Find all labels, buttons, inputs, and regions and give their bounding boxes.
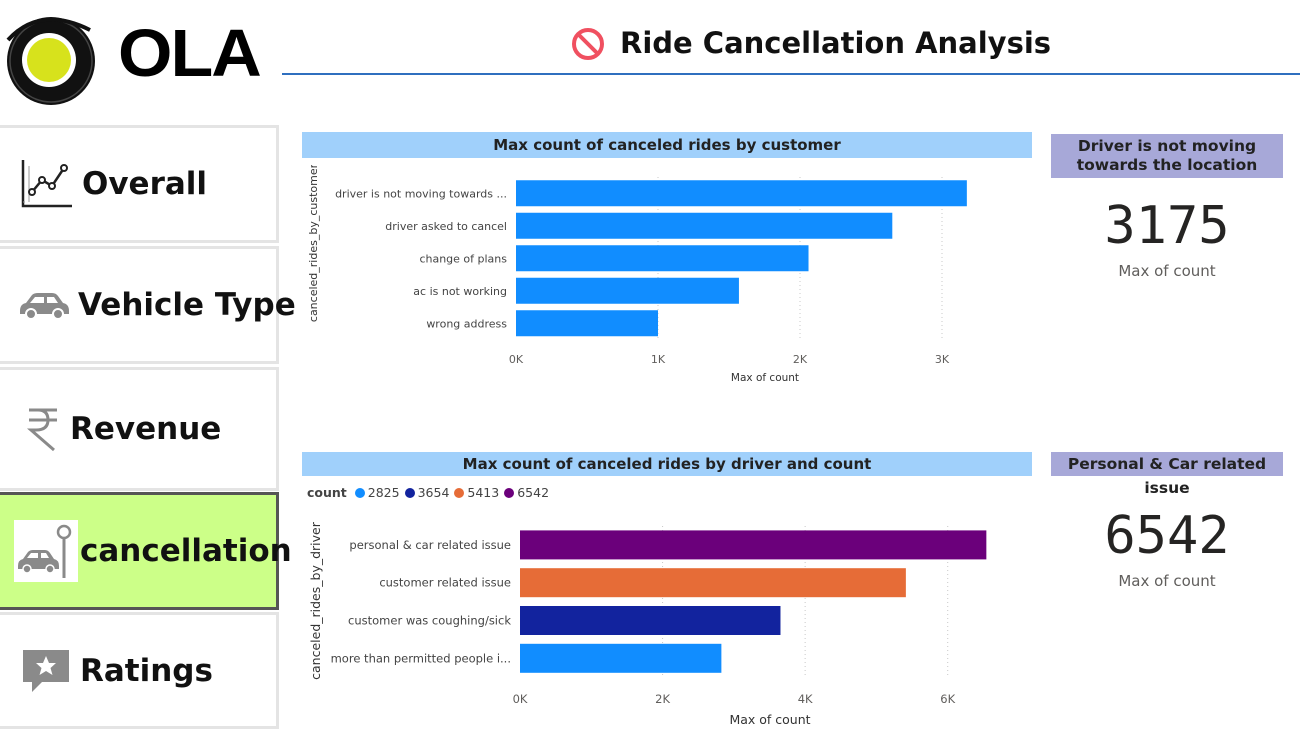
x-axis-label: Max of count xyxy=(729,712,810,727)
star-comment-icon xyxy=(22,648,70,694)
driver-cancellation-chart: canceled_rides_by_driver personal & car … xyxy=(308,521,987,727)
category-label: wrong address xyxy=(426,317,507,330)
bar[interactable] xyxy=(520,530,987,560)
bar[interactable] xyxy=(520,643,722,673)
card-heading-customer: Driver is not moving towards the locatio… xyxy=(1051,134,1283,178)
y-axis-label: canceled_rides_by_driver xyxy=(308,521,323,680)
sidebar-item-cancellation[interactable]: cancellation xyxy=(0,492,292,610)
sidebar-item-label: cancellation xyxy=(80,533,292,569)
sidebar-item-label: Ratings xyxy=(80,652,213,689)
customer-chart-title: Max count of canceled rides by customer xyxy=(302,132,1032,158)
category-label: driver asked to cancel xyxy=(385,220,507,233)
legend-title: count xyxy=(307,485,347,500)
car-icon xyxy=(16,289,72,321)
ola-logo: OLA xyxy=(0,0,280,120)
x-axis-label: Max of count xyxy=(731,372,799,384)
legend-item: 3654 xyxy=(404,485,449,500)
x-tick-label: 0K xyxy=(509,353,524,366)
bar[interactable] xyxy=(516,277,739,304)
x-tick-label: 2K xyxy=(655,692,670,706)
driver-chart-title: Max count of canceled rides by driver an… xyxy=(302,452,1032,476)
line-chart-icon xyxy=(20,158,74,210)
cancelled-car-icon xyxy=(14,520,78,582)
sidebar-item-label: Vehicle Type xyxy=(78,287,296,323)
category-label: driver is not moving towards ... xyxy=(335,187,507,200)
x-tick-label: 6K xyxy=(940,692,955,706)
category-label: customer related issue xyxy=(379,576,511,590)
bar[interactable] xyxy=(516,180,967,207)
category-label: customer was coughing/sick xyxy=(348,614,511,628)
x-tick-label: 0K xyxy=(513,692,528,706)
sidebar-item-vehicle-type[interactable]: Vehicle Type xyxy=(0,246,296,364)
category-label: personal & car related issue xyxy=(349,538,511,552)
legend-item: 6542 xyxy=(504,485,549,500)
category-label: more than permitted people i... xyxy=(331,651,511,665)
y-axis-label: canceled_rides_by_customer xyxy=(307,165,320,322)
bar[interactable] xyxy=(520,606,781,635)
chart-legend: count 2825 3654 5413 6542 xyxy=(307,485,554,500)
x-tick-label: 1K xyxy=(651,353,666,366)
customer-cancellation-chart: canceled_rides_by_customer driver is not… xyxy=(307,165,967,384)
kpi-value-driver: 6542 xyxy=(1104,506,1230,566)
prohibited-icon xyxy=(570,26,606,66)
category-label: ac is not working xyxy=(413,285,507,298)
legend-item: 5413 xyxy=(454,485,499,500)
sidebar-item-revenue[interactable]: Revenue xyxy=(0,367,279,491)
x-tick-label: 3K xyxy=(935,353,950,366)
x-tick-label: 2K xyxy=(793,353,808,366)
bar[interactable] xyxy=(516,245,809,272)
sidebar-item-overall[interactable]: Overall xyxy=(0,125,279,243)
sidebar-item-ratings[interactable]: Ratings xyxy=(0,612,279,729)
kpi-label-customer: Max of count xyxy=(1118,262,1216,280)
card-heading-driver: Personal & Car related issue xyxy=(1051,452,1283,497)
logo-wordmark: OLA xyxy=(118,15,262,91)
rupee-icon xyxy=(26,406,60,452)
sidebar-item-label: Overall xyxy=(82,166,208,202)
bar[interactable] xyxy=(520,568,906,598)
title-underline xyxy=(282,73,1300,75)
x-tick-label: 4K xyxy=(798,692,813,706)
ola-logo-mark xyxy=(6,17,95,105)
kpi-value-customer: 3175 xyxy=(1104,196,1230,256)
bar[interactable] xyxy=(516,212,893,239)
category-label: change of plans xyxy=(419,252,507,265)
page-title: Ride Cancellation Analysis xyxy=(620,26,1052,60)
sidebar-item-label: Revenue xyxy=(70,411,222,447)
legend-item: 2825 xyxy=(354,485,400,500)
page-header: Ride Cancellation Analysis xyxy=(282,20,1300,76)
bar[interactable] xyxy=(516,310,658,337)
kpi-label-driver: Max of count xyxy=(1118,572,1216,590)
